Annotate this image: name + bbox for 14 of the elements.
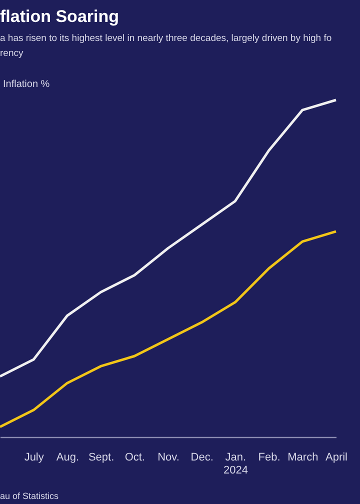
x-tick-label: April [325,452,348,464]
x-tick-label: July [24,452,44,464]
x-tick-label: Jan. 2024 [223,452,248,476]
chart-title: flation Soaring [0,7,119,26]
text: Inflation % [3,79,50,90]
chart-subtitle: a has risen to its highest level in nearly three decades, largely driven by high fo rency [0,33,332,59]
x-tick-label: Sept. [88,452,114,464]
x-tick-label: Feb. [258,452,280,464]
x-tick-label: Dec. [190,452,214,464]
x-tick-label: Nov. [158,452,180,464]
text: au of Statistics [0,491,60,501]
x-tick-label: Oct. [124,452,145,464]
x-tick-label: March [288,452,318,464]
x-tick-label: Aug. [56,452,80,464]
